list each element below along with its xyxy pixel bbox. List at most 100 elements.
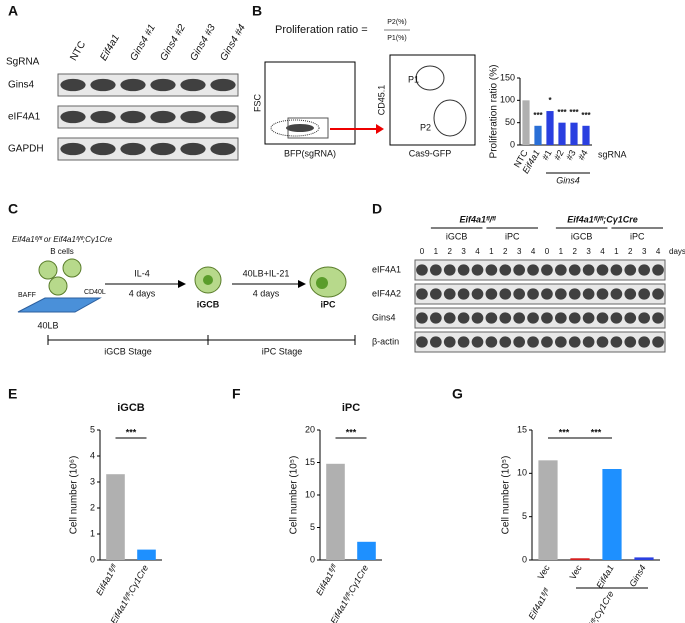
blot-band — [527, 312, 539, 324]
stage-label: iPC Stage — [262, 346, 303, 356]
y-axis-label: Cell number (10⁵) — [289, 456, 300, 535]
arrow-head — [178, 280, 186, 288]
blot-band — [610, 264, 623, 276]
blot-band — [457, 312, 470, 324]
feeder-label: 40LB — [37, 320, 58, 330]
days-label: days — [669, 247, 685, 256]
bracket-label: *** — [346, 427, 357, 437]
blot-band — [624, 312, 637, 324]
blot-band — [610, 312, 623, 324]
blot-band — [457, 264, 470, 276]
bar — [522, 100, 530, 145]
day-label: 2 — [628, 247, 633, 256]
blot-band — [624, 288, 637, 300]
blot-band — [485, 336, 498, 348]
chart-title: iGCB — [117, 402, 145, 414]
blot-band — [90, 78, 116, 92]
cell-label: iGCB — [197, 299, 220, 309]
day-label: 4 — [600, 247, 605, 256]
y-tick-label: 0 — [510, 139, 515, 149]
day-label: 3 — [517, 247, 522, 256]
x-tick-label: #2 — [552, 148, 566, 162]
blot-band — [582, 288, 595, 300]
y-tick-label: 5 — [90, 424, 95, 434]
bar — [602, 469, 622, 560]
gate-label: P2 — [420, 122, 431, 132]
blot-band — [596, 312, 609, 324]
x-tick-label: Eif4a1 — [594, 563, 615, 590]
y-tick-label: 15 — [517, 424, 527, 434]
blot-band — [624, 336, 637, 348]
panel-label: D — [372, 201, 382, 217]
day-label: 3 — [461, 247, 466, 256]
row-label: Gins4 — [372, 312, 396, 322]
gate — [287, 117, 329, 139]
cell-label: iPC — [320, 299, 336, 309]
y-tick-label: 10 — [305, 489, 315, 499]
blot-band — [443, 288, 456, 300]
bar — [558, 122, 566, 145]
group-label: Gins4 — [556, 175, 580, 185]
y-tick-label: 15 — [305, 457, 315, 467]
y-tick-label: 0 — [522, 554, 527, 564]
blot-band — [555, 264, 567, 276]
bar — [106, 474, 125, 560]
lane-label: Gins4 #3 — [188, 22, 218, 63]
blot-band — [638, 312, 651, 324]
blot-band — [485, 312, 498, 324]
axis-label: FSC — [252, 93, 262, 112]
bracket-label: *** — [591, 427, 602, 437]
y-tick-label: 1 — [90, 528, 95, 538]
y-tick-label: 100 — [500, 95, 515, 105]
blot-band — [652, 336, 664, 348]
day-label: 3 — [642, 247, 647, 256]
blot-band — [541, 312, 553, 324]
day-label: 0 — [545, 247, 550, 256]
blot-band — [652, 288, 664, 300]
step-label: 40LB+IL-21 — [243, 268, 290, 278]
axis-label: Cas9-GFP — [409, 148, 452, 158]
blot-band — [416, 336, 428, 348]
step-time: 4 days — [253, 288, 280, 298]
significance: * — [548, 96, 552, 105]
y-tick-label: 0 — [90, 554, 95, 564]
blot-band — [430, 336, 442, 348]
group-label: Eif4a1ᶠˡ/ᶠˡ — [526, 586, 552, 621]
blot-band — [527, 264, 539, 276]
blot-band — [527, 336, 539, 348]
blot-band — [513, 264, 526, 276]
blot-band — [541, 288, 553, 300]
blot-band — [416, 288, 428, 300]
blot-band — [638, 264, 651, 276]
significance: *** — [533, 111, 543, 120]
bar — [538, 460, 558, 560]
blot-band — [120, 78, 146, 92]
nucleus — [203, 275, 213, 285]
axis-label: CD45.1 — [376, 85, 386, 116]
gate — [415, 65, 445, 91]
blot-band — [527, 288, 539, 300]
x-tick-label: #3 — [564, 148, 578, 162]
blot-band — [596, 288, 609, 300]
blot-band — [638, 288, 651, 300]
blot-band — [513, 336, 526, 348]
step-label: IL-4 — [134, 268, 150, 278]
condition-label: iPC — [505, 231, 520, 241]
x-tick-label: #1 — [540, 148, 554, 162]
x-tick-label: Vec — [568, 563, 584, 581]
blot-band — [471, 312, 484, 324]
y-tick-label: 50 — [505, 117, 515, 127]
row-label: eIF4A1 — [372, 264, 401, 274]
stage-label: iGCB Stage — [104, 346, 152, 356]
x-tick-label: Eif4a1ᶠˡ/ᶠˡ — [94, 562, 120, 597]
bar — [546, 111, 554, 145]
panel-label: B — [252, 3, 262, 19]
bar — [570, 122, 578, 145]
y-tick-label: 150 — [500, 72, 515, 82]
flow-cloud — [286, 124, 314, 132]
blot-band — [499, 288, 512, 300]
blot-band — [610, 288, 623, 300]
y-tick-label: 4 — [90, 450, 95, 460]
condition-label: iPC — [630, 231, 645, 241]
day-label: 2 — [503, 247, 508, 256]
